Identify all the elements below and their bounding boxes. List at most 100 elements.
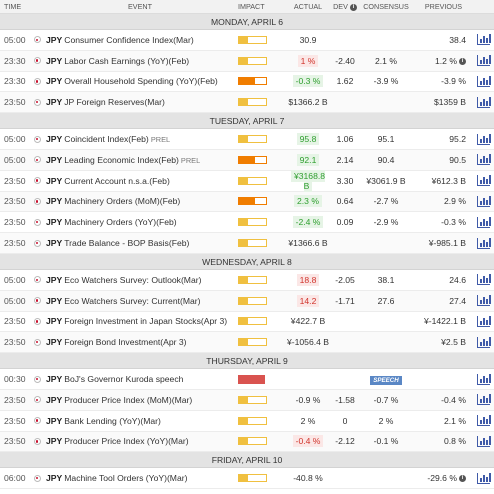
- event-row[interactable]: 23:50 JPY Current Account n.s.a.(Feb) ¥3168…: [0, 169, 494, 192]
- info-icon[interactable]: i: [349, 3, 357, 11]
- bar-chart-icon[interactable]: [476, 75, 491, 87]
- bar-chart-icon[interactable]: [476, 315, 491, 327]
- chart-cell[interactable]: [472, 195, 494, 207]
- event-name-cell[interactable]: JPY Foreign Investment in Japan Stocks(Ap…: [42, 316, 238, 326]
- event-name-cell[interactable]: JPY Eco Watchers Survey: Current(Mar): [42, 296, 238, 306]
- event-name[interactable]: Producer Price Index (YoY)(Mar): [64, 436, 189, 447]
- bar-chart-icon[interactable]: [476, 415, 491, 427]
- event-name-cell[interactable]: JPY Overall Household Spending (YoY)(Feb): [42, 76, 238, 86]
- event-name[interactable]: Foreign Bond Investment(Apr 3): [64, 337, 187, 348]
- bar-chart-icon[interactable]: [476, 216, 491, 228]
- chart-cell[interactable]: [472, 394, 494, 406]
- event-name-cell[interactable]: JPY Eco Watchers Survey: Outlook(Mar): [42, 275, 238, 285]
- event-row[interactable]: 05:00 JPY Coincident Index(Feb) PREL 95.8 1.0…: [0, 129, 494, 150]
- event-name-cell[interactable]: JPY Labor Cash Earnings (YoY)(Feb): [42, 56, 238, 66]
- event-name-cell[interactable]: JPY Bank Lending (YoY)(Mar): [42, 416, 238, 426]
- event-name-cell[interactable]: JPY Producer Price Index (MoM)(Mar): [42, 395, 238, 405]
- event-name-cell[interactable]: JPY Leading Economic Index(Feb) PREL: [42, 155, 238, 165]
- event-name[interactable]: Eco Watchers Survey: Current(Mar): [64, 295, 201, 306]
- chart-cell[interactable]: [472, 237, 494, 249]
- event-row[interactable]: 05:00 JPY Consumer Confidence Index(Mar) 30…: [0, 30, 494, 51]
- event-row[interactable]: 00:30 JPY BoJ's Governor Kuroda speech SPEE…: [0, 369, 494, 390]
- bar-chart-icon[interactable]: [476, 96, 491, 108]
- bar-chart-icon[interactable]: [476, 133, 491, 145]
- bar-chart-icon[interactable]: [476, 435, 491, 447]
- event-row[interactable]: 05:00 JPY Eco Watchers Survey: Outlook(Mar…: [0, 270, 494, 291]
- event-name[interactable]: Overall Household Spending (YoY)(Feb): [64, 76, 218, 87]
- event-name-cell[interactable]: JPY Consumer Confidence Index(Mar): [42, 35, 238, 45]
- event-name[interactable]: Producer Price Index (MoM)(Mar): [64, 394, 193, 405]
- event-row[interactable]: 23:50 JPY Bank Lending (YoY)(Mar) 2 % 0 2 % 2.…: [0, 411, 494, 432]
- bar-chart-icon[interactable]: [476, 394, 491, 406]
- bar-chart-icon[interactable]: [476, 195, 491, 207]
- event-row[interactable]: 23:50 JPY Producer Price Index (MoM)(Mar) -…: [0, 389, 494, 411]
- chart-cell[interactable]: [472, 295, 494, 307]
- event-name[interactable]: Bank Lending (YoY)(Mar): [64, 415, 161, 426]
- chart-cell[interactable]: [472, 472, 494, 484]
- event-name-cell[interactable]: JPY Machinery Orders (YoY)(Feb): [42, 217, 238, 227]
- chart-cell[interactable]: [472, 274, 494, 286]
- event-name-cell[interactable]: JPY Producer Price Index (YoY)(Mar): [42, 436, 238, 446]
- event-row[interactable]: 06:00 JPY Machine Tool Orders (YoY)(Mar) -4…: [0, 468, 494, 490]
- chart-cell[interactable]: [472, 336, 494, 348]
- event-name[interactable]: Machinery Orders (YoY)(Feb): [64, 217, 177, 228]
- event-name-cell[interactable]: JPY Foreign Bond Investment(Apr 3): [42, 337, 238, 347]
- chart-cell[interactable]: [472, 133, 494, 145]
- event-name-cell[interactable]: JPY JP Foreign Reserves(Mar): [42, 97, 238, 107]
- info-icon[interactable]: i: [459, 57, 466, 65]
- event-row[interactable]: 23:50 JPY JP Foreign Reserves(Mar) $1366.2 …: [0, 92, 494, 114]
- bar-chart-icon[interactable]: [476, 472, 491, 484]
- info-icon[interactable]: i: [459, 475, 466, 483]
- chart-cell[interactable]: [472, 373, 494, 385]
- event-row[interactable]: 23:50 JPY Machinery Orders (YoY)(Feb) -2.4 …: [0, 212, 494, 234]
- event-row[interactable]: 23:30 JPY Labor Cash Earnings (YoY)(Feb) 1 …: [0, 50, 494, 72]
- bar-chart-icon[interactable]: [476, 34, 491, 46]
- event-name-cell[interactable]: JPY Trade Balance - BOP Basis(Feb): [42, 238, 238, 248]
- chart-cell[interactable]: [472, 175, 494, 187]
- event-name-cell[interactable]: JPY Coincident Index(Feb) PREL: [42, 134, 238, 144]
- event-row[interactable]: 23:50 JPY Foreign Bond Investment(Apr 3) ¥-…: [0, 332, 494, 354]
- chart-cell[interactable]: [472, 154, 494, 166]
- event-name[interactable]: Foreign Investment in Japan Stocks(Apr 3…: [64, 316, 228, 327]
- chart-cell[interactable]: [472, 96, 494, 108]
- event-name[interactable]: Machinery Orders (MoM)(Feb): [64, 196, 181, 207]
- event-name[interactable]: Current Account n.s.a.(Feb): [64, 175, 170, 186]
- chart-cell[interactable]: [472, 435, 494, 447]
- event-name-cell[interactable]: JPY Machinery Orders (MoM)(Feb): [42, 196, 238, 206]
- event-name-cell[interactable]: JPY BoJ's Governor Kuroda speech: [42, 374, 238, 384]
- col-dev[interactable]: DEV i: [330, 2, 360, 11]
- event-name[interactable]: Leading Economic Index(Feb): [64, 154, 179, 165]
- bar-chart-icon[interactable]: [476, 237, 491, 249]
- event-row[interactable]: 23:50 JPY Trade Balance - BOP Basis(Feb) ¥1…: [0, 233, 494, 254]
- event-name[interactable]: JP Foreign Reserves(Mar): [64, 97, 165, 108]
- event-name[interactable]: Machine Tool Orders (YoY)(Mar): [64, 473, 188, 484]
- event-name[interactable]: Consumer Confidence Index(Mar): [64, 34, 194, 45]
- event-name[interactable]: BoJ's Governor Kuroda speech: [64, 374, 184, 385]
- event-name-cell[interactable]: JPY Machine Tool Orders (YoY)(Mar): [42, 473, 238, 483]
- event-row[interactable]: 23:50 JPY Foreign Investment in Japan Stoc…: [0, 312, 494, 333]
- bar-chart-icon[interactable]: [476, 55, 491, 67]
- bar-chart-icon[interactable]: [476, 154, 491, 166]
- event-name[interactable]: Trade Balance - BOP Basis(Feb): [64, 238, 190, 249]
- actual-value: 95.8: [296, 133, 320, 146]
- chart-cell[interactable]: [472, 415, 494, 427]
- event-row[interactable]: 23:30 JPY Overall Household Spending (YoY)…: [0, 72, 494, 93]
- event-row[interactable]: 23:50 JPY Machinery Orders (MoM)(Feb) 2.3 %…: [0, 191, 494, 213]
- chart-cell[interactable]: [472, 315, 494, 327]
- bar-chart-icon[interactable]: [476, 336, 491, 348]
- bar-chart-icon[interactable]: [476, 373, 491, 385]
- event-row[interactable]: 23:50 JPY Producer Price Index (YoY)(Mar) -…: [0, 431, 494, 453]
- event-name[interactable]: Labor Cash Earnings (YoY)(Feb): [64, 55, 190, 66]
- event-name-cell[interactable]: JPY Current Account n.s.a.(Feb): [42, 176, 238, 186]
- event-row[interactable]: 05:00 JPY Eco Watchers Survey: Current(Mar…: [0, 290, 494, 312]
- event-name[interactable]: Coincident Index(Feb): [64, 134, 149, 145]
- chart-cell[interactable]: [472, 34, 494, 46]
- event-name[interactable]: Eco Watchers Survey: Outlook(Mar): [64, 274, 202, 285]
- bar-chart-icon[interactable]: [476, 274, 491, 286]
- bar-chart-icon[interactable]: [476, 295, 491, 307]
- chart-cell[interactable]: [472, 55, 494, 67]
- chart-cell[interactable]: [472, 216, 494, 228]
- chart-cell[interactable]: [472, 75, 494, 87]
- bar-chart-icon[interactable]: [476, 175, 491, 187]
- event-row[interactable]: 05:00 JPY Leading Economic Index(Feb) PREL 9…: [0, 149, 494, 171]
